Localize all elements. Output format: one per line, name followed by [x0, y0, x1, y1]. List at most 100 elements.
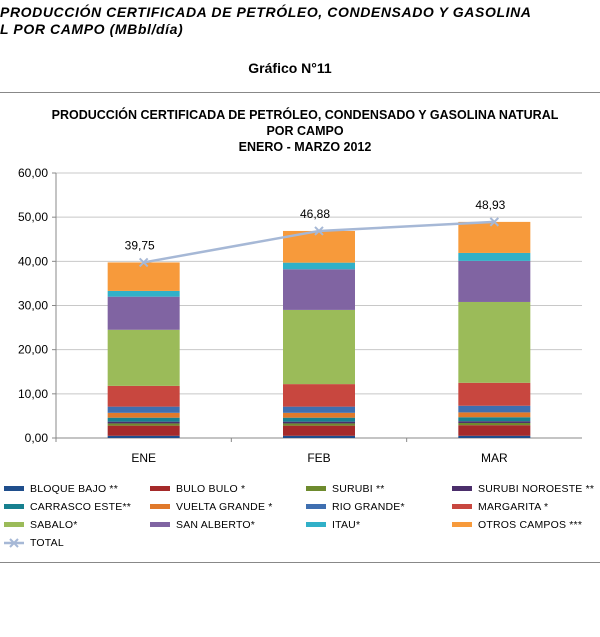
- legend-swatch: [452, 486, 472, 491]
- bar-segment: [283, 384, 355, 407]
- bar-segment: [458, 301, 531, 383]
- legend-swatch: [4, 486, 24, 491]
- x-tick-label: MAR: [481, 451, 508, 465]
- legend-item: ITAU*: [306, 519, 360, 531]
- legend-item: RIO GRANDE*: [306, 501, 405, 513]
- bar-segment: [283, 269, 355, 310]
- legend-label: BULO BULO *: [176, 483, 245, 495]
- total-point-marker: [489, 217, 500, 227]
- bar-segment: [107, 435, 180, 438]
- total-line: 39,75 46,88 48,93: [125, 198, 506, 268]
- marker-stroke: [489, 217, 500, 227]
- legend-label: OTROS CAMPOS ***: [478, 519, 582, 531]
- legend-item: CARRASCO ESTE**: [4, 501, 131, 513]
- legend-swatch: [150, 486, 170, 491]
- bar-segment: [283, 412, 355, 418]
- total-point-marker: [138, 257, 149, 268]
- bar-segment: [458, 425, 531, 436]
- legend-item: SAN ALBERTO*: [150, 519, 255, 531]
- legend-item: MARGARITA *: [452, 501, 548, 513]
- bar-segment: [458, 435, 531, 438]
- y-tick-label: 10,00: [18, 387, 48, 401]
- legend-item: SABALO*: [4, 519, 78, 531]
- bar-segment: [107, 423, 180, 426]
- bar-segment: [458, 382, 531, 406]
- bar-segment: [107, 406, 180, 413]
- legend-swatch: [4, 504, 24, 509]
- bar-segment: [107, 329, 180, 386]
- legend-label: VUELTA GRANDE *: [176, 501, 273, 513]
- total-data-label: 39,75: [125, 238, 155, 252]
- marker-stroke: [314, 226, 324, 236]
- y-tick-label: 40,00: [18, 254, 48, 268]
- document-heading: PRODUCCIÓN CERTIFICADA DE PETRÓLEO, COND…: [0, 4, 532, 37]
- legend-label: SABALO*: [30, 519, 78, 531]
- bar-segment: [458, 412, 531, 418]
- chart-title-line-3: ENERO - MARZO 2012: [239, 140, 372, 154]
- legend-item: OTROS CAMPOS ***: [452, 519, 582, 531]
- total-point-marker: [314, 226, 324, 236]
- legend-label: RIO GRANDE*: [332, 501, 405, 513]
- legend-label: ITAU*: [332, 519, 360, 531]
- bar-segment: [283, 423, 355, 426]
- bar-segment: [458, 252, 531, 261]
- chart-title-line-1: PRODUCCIÓN CERTIFICADA DE PETRÓLEO, COND…: [52, 107, 559, 122]
- legend-swatch-marker: [9, 538, 19, 548]
- legend-swatch: [306, 486, 326, 491]
- marker-stroke: [138, 257, 149, 268]
- y-tick-label: 20,00: [18, 343, 48, 357]
- bar-segment: [458, 417, 531, 422]
- legend-label-total: TOTAL: [30, 537, 64, 549]
- legend-swatch: [150, 504, 170, 509]
- legend-label: CARRASCO ESTE**: [30, 501, 131, 513]
- legend-label: SAN ALBERTO*: [176, 519, 255, 531]
- legend-item-total: TOTAL: [4, 537, 64, 549]
- y-axis-ticks: 0,00 10,00 20,00 30,00 40,00 50,00 60,00: [18, 166, 582, 445]
- figure-label: Gráfico N°11: [248, 60, 332, 76]
- total-data-label: 48,93: [475, 198, 505, 212]
- legend-item: VUELTA GRANDE *: [150, 501, 273, 513]
- bar-segment: [283, 417, 355, 422]
- stacked-bar-chart: PRODUCCIÓN CERTIFICADA DE PETRÓLEO, COND…: [4, 107, 594, 549]
- legend: BLOQUE BAJO ** BULO BULO * SURUBI ** SURUBI…: [4, 483, 594, 549]
- total-data-label: 46,88: [300, 207, 330, 221]
- bar-segment: [107, 421, 180, 424]
- x-tick-label: ENE: [131, 451, 156, 465]
- y-tick-label: 30,00: [18, 299, 48, 313]
- legend-item: BULO BULO *: [150, 483, 245, 495]
- legend-label: MARGARITA *: [478, 501, 548, 513]
- legend-swatch: [4, 522, 24, 527]
- bar-segment: [283, 425, 355, 436]
- legend-label: SURUBI **: [332, 483, 385, 495]
- bar-segment: [283, 406, 355, 413]
- bar-segment: [283, 435, 355, 438]
- legend-swatch: [452, 522, 472, 527]
- bar-segment: [458, 405, 531, 413]
- bar-segment: [283, 421, 355, 424]
- bar-segment: [458, 421, 531, 423]
- bar-segment: [107, 412, 180, 418]
- legend-label: SURUBI NOROESTE **: [478, 483, 594, 495]
- bar-segment: [107, 425, 180, 436]
- y-tick-label: 50,00: [18, 210, 48, 224]
- bar-segment: [107, 296, 180, 330]
- bar-segment: [458, 422, 531, 426]
- legend-swatch: [306, 504, 326, 509]
- y-tick-label: 60,00: [18, 166, 48, 180]
- bar-segment: [283, 262, 355, 270]
- bar-segment: [283, 309, 355, 385]
- bar-segment: [107, 417, 180, 422]
- chart-frame: PRODUCCIÓN CERTIFICADA DE PETRÓLEO, COND…: [0, 92, 600, 563]
- legend-swatch: [306, 522, 326, 527]
- x-axis-ticks: ENE FEB MAR: [55, 438, 508, 465]
- x-tick-label: FEB: [307, 451, 330, 465]
- legend-swatch: [452, 504, 472, 509]
- bar-segment: [458, 260, 531, 302]
- bar-segment: [458, 221, 531, 253]
- legend-item: SURUBI NOROESTE **: [452, 483, 594, 495]
- legend-item: SURUBI **: [306, 483, 385, 495]
- legend-label: BLOQUE BAJO **: [30, 483, 118, 495]
- bar-segment: [107, 385, 180, 407]
- legend-swatch: [150, 522, 170, 527]
- chart-title-line-2: POR CAMPO: [266, 124, 343, 138]
